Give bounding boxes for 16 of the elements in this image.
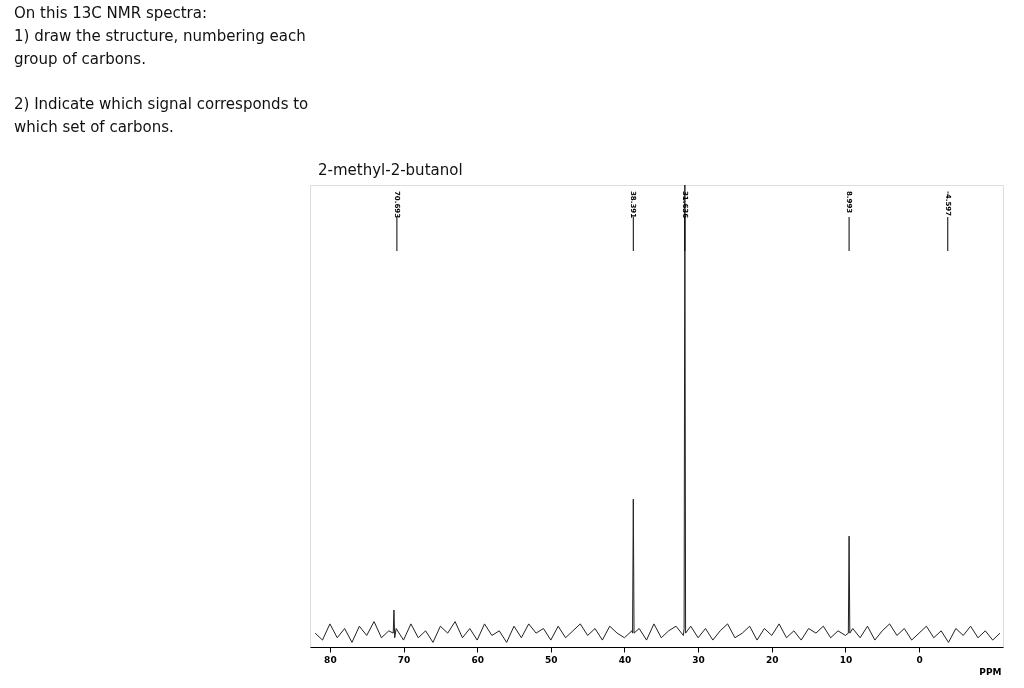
- x-tick-label: 0: [916, 654, 923, 665]
- x-tick-label: 70: [397, 654, 411, 665]
- text: group of carbons.: [14, 50, 146, 68]
- x-axis-title: PPM: [979, 666, 1002, 677]
- chart-title: 2-methyl-2-butanol: [318, 161, 463, 179]
- x-tick-label: 30: [692, 654, 705, 665]
- text: 1) draw the structure, numbering each: [14, 27, 306, 45]
- x-tick-label: 60: [471, 654, 484, 665]
- x-tick-label: 40: [618, 654, 632, 665]
- x-tick-label: 20: [765, 654, 779, 665]
- text: 2) Indicate which signal corresponds to: [14, 95, 309, 113]
- x-tick-label: 10: [839, 654, 853, 665]
- x-tick-label: 80: [324, 654, 337, 665]
- text: which set of carbons.: [14, 118, 174, 136]
- text: On this 13C NMR spectra:: [14, 4, 208, 22]
- x-tick-label: 50: [545, 654, 558, 665]
